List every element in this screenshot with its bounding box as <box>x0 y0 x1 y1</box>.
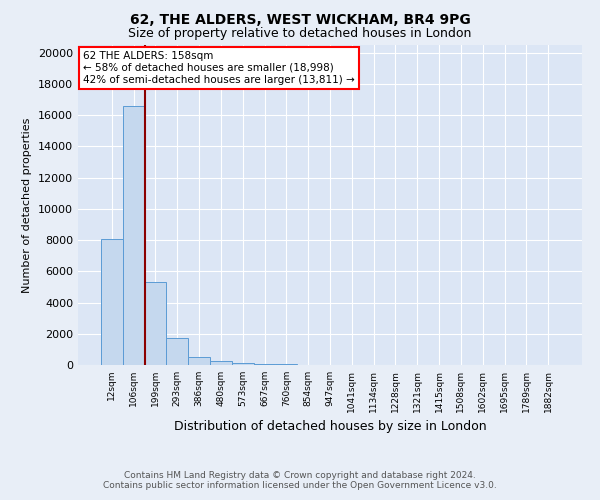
Y-axis label: Number of detached properties: Number of detached properties <box>22 118 32 292</box>
Bar <box>123 106 145 365</box>
X-axis label: Distribution of detached houses by size in London: Distribution of detached houses by size … <box>173 420 487 434</box>
Text: Contains HM Land Registry data © Crown copyright and database right 2024.
Contai: Contains HM Land Registry data © Crown c… <box>103 470 497 490</box>
Bar <box>101 240 123 365</box>
Bar <box>166 338 188 365</box>
Bar <box>145 282 166 365</box>
Bar <box>254 364 275 365</box>
Text: 62, THE ALDERS, WEST WICKHAM, BR4 9PG: 62, THE ALDERS, WEST WICKHAM, BR4 9PG <box>130 12 470 26</box>
Bar <box>232 362 254 365</box>
Bar <box>188 357 210 365</box>
Text: 62 THE ALDERS: 158sqm
← 58% of detached houses are smaller (18,998)
42% of semi-: 62 THE ALDERS: 158sqm ← 58% of detached … <box>83 52 355 84</box>
Bar <box>210 360 232 365</box>
Bar <box>275 364 297 365</box>
Text: Size of property relative to detached houses in London: Size of property relative to detached ho… <box>128 28 472 40</box>
